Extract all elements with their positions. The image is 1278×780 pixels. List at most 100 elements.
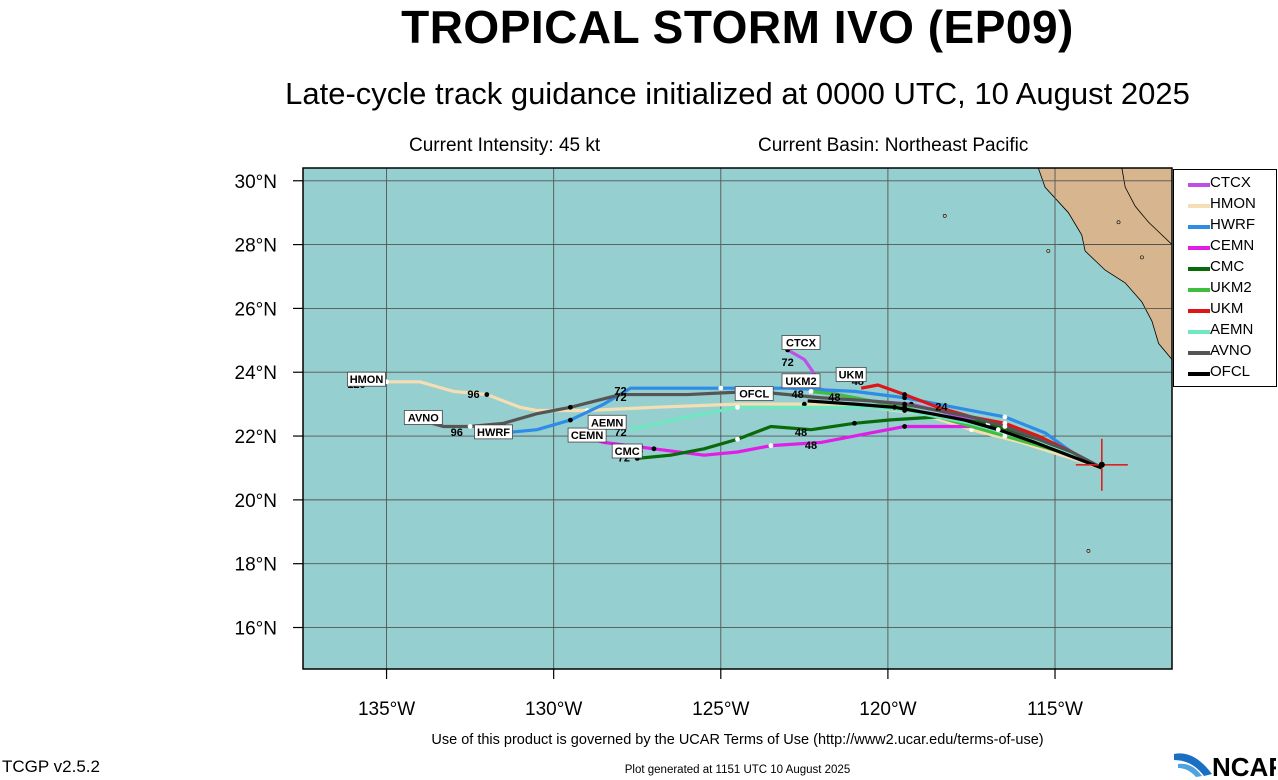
track-ofcl [807,399,1103,470]
legend-item-ctcx: CTCX [1174,174,1276,194]
legend-label: UKM2 [1210,279,1252,296]
lon-tick-label: 130°W [525,699,582,720]
model-tag-box [781,335,821,350]
map-frame [302,167,1173,670]
island [1046,249,1051,253]
legend-swatch [1188,267,1210,271]
legend-label: AEMN [1210,321,1254,338]
baja-california [1037,168,1172,361]
legend-label: UKM [1210,300,1244,317]
model-tag-box [474,424,513,440]
legend-label: HMON [1210,195,1256,212]
forecast-point [995,427,1001,433]
model-tag-box [587,414,627,430]
track-line [807,399,1103,470]
track-line [486,386,1103,470]
forecast-point [892,404,897,410]
legend-label: CMC [1210,258,1245,275]
forecast-hour-label: 96 [467,389,479,401]
forecast-point [1002,424,1008,429]
model-tag: UKM [839,369,864,381]
current-intensity: Current Intensity: 45 kt [409,135,601,156]
forecast-point [852,420,857,426]
model-tag-box [781,373,821,389]
lat-tick-label: 30°N [235,172,277,193]
lat-tick-label: 24°N [235,363,277,384]
model-tag: HWRF [477,427,510,439]
legend-label: AVNO [1210,342,1252,359]
island [1116,220,1121,225]
version-label: TCGP v2.5.2 [2,757,100,776]
island [1140,255,1144,260]
legend-item-hmon: HMON [1174,195,1276,215]
model-tag-box [734,386,774,401]
lon-tick-label: 135°W [358,699,415,720]
island [942,213,947,218]
forecast-hour-label: 96 [451,427,463,439]
legend-item-cemn: CEMN [1174,237,1276,257]
model-tag: HMON [350,374,384,386]
forecast-hour-label: 72 [614,427,626,439]
legend-swatch [1188,225,1210,229]
forecast-point [902,424,908,429]
svg-text:NCAR: NCAR [1212,752,1276,780]
lat-tick-label: 16°N [235,619,277,640]
model-tag: CMC [615,446,640,458]
model-tag: UKM2 [785,376,816,388]
legend-swatch [1188,330,1210,334]
terms-of-use: Use of this product is governed by the U… [431,732,1044,748]
legend-label: CEMN [1210,237,1255,254]
model-tag-box [835,367,867,382]
model-tag-box [611,443,643,459]
land-mass [942,168,1172,553]
forecast-hour-label: 72 [782,357,794,369]
lat-tick-label: 28°N [235,236,277,257]
legend-swatch [1188,309,1210,313]
lon-tick-label: 125°W [692,699,749,720]
forecast-point [467,424,473,429]
generated-time: Plot generated at 1151 UTC 10 August 202… [624,764,851,776]
legend-item-ofcl: OFCL [1174,363,1276,383]
island [1086,549,1091,553]
track-hmon [353,379,1103,470]
lat-tick-label: 22°N [235,427,277,448]
legend-swatch [1188,183,1210,187]
legend-item-aemn: AEMN [1174,321,1276,341]
forecast-hour-label: 48 [828,392,840,404]
forecast-point [735,436,740,442]
forecast-hour-label: 24 [935,402,948,414]
lon-tick-label: 120°W [859,699,916,720]
legend-item-hwrf: HWRF [1174,216,1276,236]
ocean-area [303,168,1172,669]
model-legend: CTCX HMON HWRF CEMN CMC UKM2 UKM AEMN AVNO OFCL [1173,169,1277,387]
track-annotations: 72CTCX96120HMON7296HWRF4872CEMN4872CMC48… [347,335,948,465]
forecast-point [902,392,908,397]
forecast-point [735,404,740,410]
model-tag: CTCX [786,338,817,350]
legend-item-cmc: CMC [1174,258,1276,278]
forecast-point [718,385,724,391]
legend-label: CTCX [1210,174,1251,191]
legend-item-ukm2: UKM2 [1174,279,1276,299]
legend-item-avno: AVNO [1174,342,1276,362]
legend-swatch [1188,246,1210,250]
forecast-hour-label: 48 [792,389,804,401]
track-line [419,389,1103,470]
model-tag: AVNO [408,413,439,425]
current-position-marker [1075,438,1128,491]
forecast-hour-label: 48 [795,427,807,439]
lon-tick-label: 115°W [1027,699,1083,720]
page-title: TROPICAL STORM IVO (EP09) [401,1,1074,53]
track-line [353,380,1103,470]
forecast-point [651,446,657,452]
forecast-point [768,443,774,449]
forecast-point [567,404,573,410]
lat-tick-label: 26°N [235,299,277,320]
legend-swatch [1188,288,1210,292]
legend-label: HWRF [1210,216,1255,233]
model-tag-box [567,427,607,443]
legend-item-ukm: UKM [1174,300,1276,320]
forecast-point [567,417,573,423]
model-tag-box [347,371,386,387]
